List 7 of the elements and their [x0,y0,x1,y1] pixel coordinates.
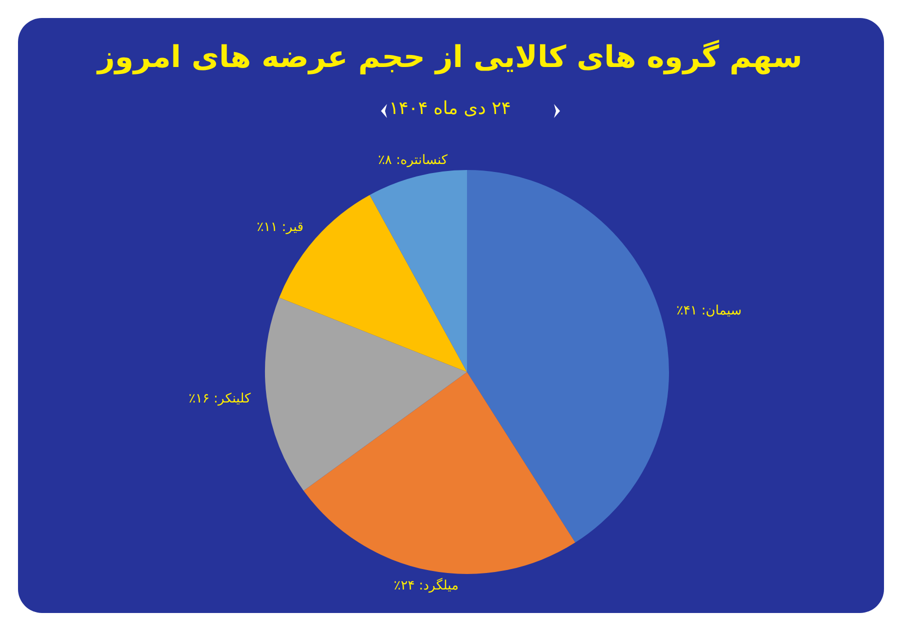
slice-label: کلینکر: ۱۶٪ [188,392,252,407]
slice-label: میلگرد: ۲۴٪ [394,578,459,594]
chart-subtitle: ۲۴ دی ماه ۱۴۰۴ [388,98,512,119]
chart-title: سهم گروه های کالایی از حجم عرضه های امروز [95,40,804,75]
slice-label: سیمان: ۴۱٪ [676,304,742,319]
slice-label: کنسانتره: ۸٪ [378,153,448,168]
slice-label: قیر: ۱۱٪ [256,220,304,236]
